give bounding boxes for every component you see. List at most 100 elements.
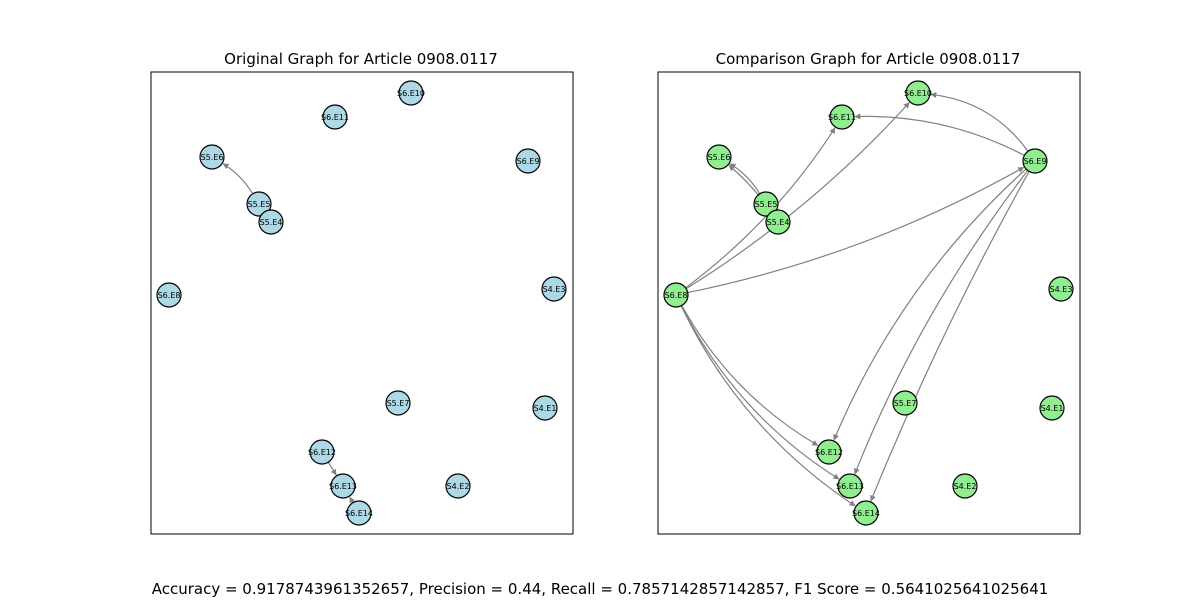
edge-s6-e8-to-s6-e9 bbox=[687, 166, 1025, 294]
node-s6-e10: S6.E10 bbox=[904, 80, 932, 106]
node-s6-e9: S6.E9 bbox=[1022, 148, 1048, 174]
node-circle bbox=[346, 500, 372, 526]
node-circle bbox=[829, 104, 855, 130]
node-label: S5.E4 bbox=[767, 218, 790, 227]
node-label: S6.E8 bbox=[665, 291, 688, 300]
node-s5-e6: S5.E6 bbox=[706, 144, 732, 170]
comparison-graph-panel: Comparison Graph for Article 0908.0117 S… bbox=[657, 50, 1081, 535]
node-label: S5.E6 bbox=[201, 153, 224, 162]
node-s4-e1: S4.E1 bbox=[1039, 395, 1065, 421]
node-s6-e13: S6.E13 bbox=[836, 473, 864, 499]
original-graph-panel: Original Graph for Article 0908.0117 S6.… bbox=[150, 50, 574, 535]
node-s5-e4: S5.E4 bbox=[258, 209, 284, 235]
node-s6-e10: S6.E10 bbox=[397, 80, 425, 106]
node-circle bbox=[445, 473, 471, 499]
node-circle bbox=[1048, 276, 1074, 302]
edge-s5-e5-to-s5-e6 bbox=[222, 163, 254, 195]
edge-s6-e9-to-s6-e14 bbox=[870, 171, 1030, 502]
node-circle bbox=[258, 209, 284, 235]
node-s4-e1: S4.E1 bbox=[532, 395, 558, 421]
node-s6-e11: S6.E11 bbox=[828, 104, 856, 130]
node-label: S4.E1 bbox=[534, 404, 557, 413]
node-label: S6.E11 bbox=[321, 113, 349, 122]
panel-title-comparison: Comparison Graph for Article 0908.0117 bbox=[716, 50, 1021, 68]
node-circle bbox=[1022, 148, 1048, 174]
node-label: S6.E14 bbox=[852, 509, 880, 518]
node-label: S6.E10 bbox=[904, 89, 932, 98]
node-circle bbox=[952, 473, 978, 499]
node-circle bbox=[322, 104, 348, 130]
node-s5-e5: S5.E5 bbox=[246, 191, 272, 217]
node-circle bbox=[156, 282, 182, 308]
node-s5-e7: S5.E7 bbox=[385, 390, 411, 416]
node-label: S4.E2 bbox=[447, 482, 470, 491]
node-label: S6.E11 bbox=[828, 113, 856, 122]
node-label: S6.E13 bbox=[836, 482, 864, 491]
node-label: S5.E4 bbox=[260, 218, 283, 227]
node-s6-e8: S6.E8 bbox=[663, 282, 689, 308]
edge-s6-e8-to-s6-e14 bbox=[680, 305, 856, 507]
edge-s6-e14-to-s6-e13 bbox=[349, 496, 355, 504]
edge-s6-e8-to-s6-e12 bbox=[681, 305, 819, 446]
node-layer-comparison: S6.E10 S6.E11 S5.E6 S6.E9 S5.E5 S5.E4 S6.E8 S4.… bbox=[663, 80, 1074, 526]
node-label: S6.E8 bbox=[158, 291, 181, 300]
node-circle bbox=[905, 80, 931, 106]
node-circle bbox=[398, 80, 424, 106]
node-s6-e13: S6.E13 bbox=[329, 473, 357, 499]
node-circle bbox=[853, 500, 879, 526]
node-s5-e7: S5.E7 bbox=[892, 390, 918, 416]
edge-s6-e9-to-s6-e10 bbox=[930, 92, 1029, 152]
node-label: S4.E1 bbox=[1041, 404, 1064, 413]
node-label: S6.E14 bbox=[345, 509, 373, 518]
node-circle bbox=[532, 395, 558, 421]
node-s5-e6: S5.E6 bbox=[199, 144, 225, 170]
node-circle bbox=[892, 390, 918, 416]
edge-s6-e12-to-s6-e13 bbox=[327, 461, 337, 476]
edge-s6-e8-to-s6-e10 bbox=[685, 102, 910, 290]
node-circle bbox=[541, 276, 567, 302]
node-circle bbox=[515, 148, 541, 174]
node-label: S4.E2 bbox=[954, 482, 977, 491]
node-circle bbox=[837, 473, 863, 499]
node-circle bbox=[816, 439, 842, 465]
node-label: S5.E7 bbox=[894, 399, 917, 408]
node-circle bbox=[706, 144, 732, 170]
edge-layer-original bbox=[222, 163, 355, 504]
node-label: S5.E6 bbox=[708, 153, 731, 162]
metrics-summary: Accuracy = 0.9178743961352657, Precision… bbox=[152, 580, 1049, 598]
node-s6-e14: S6.E14 bbox=[852, 500, 880, 526]
node-s5-e5: S5.E5 bbox=[753, 191, 779, 217]
node-label: S5.E7 bbox=[387, 399, 410, 408]
node-s4-e2: S4.E2 bbox=[952, 473, 978, 499]
node-s4-e3: S4.E3 bbox=[1048, 276, 1074, 302]
node-circle bbox=[385, 390, 411, 416]
edge-s6-e9-to-s6-e12 bbox=[833, 168, 1027, 441]
node-circle bbox=[330, 473, 356, 499]
node-s6-e12: S6.E12 bbox=[308, 439, 336, 465]
node-label: S5.E5 bbox=[248, 200, 271, 209]
node-label: S6.E13 bbox=[329, 482, 357, 491]
node-label: S4.E3 bbox=[1050, 285, 1073, 294]
plot-frame-comparison bbox=[657, 71, 1081, 535]
node-s4-e3: S4.E3 bbox=[541, 276, 567, 302]
node-circle bbox=[199, 144, 225, 170]
node-circle bbox=[309, 439, 335, 465]
node-label: S6.E9 bbox=[517, 157, 540, 166]
node-label: S5.E5 bbox=[755, 200, 778, 209]
node-s5-e4: S5.E4 bbox=[765, 209, 791, 235]
node-layer-original: S6.E10 S6.E11 S5.E6 S6.E9 S5.E5 S5.E4 S6.E8 S4.… bbox=[156, 80, 567, 526]
node-s6-e12: S6.E12 bbox=[815, 439, 843, 465]
edge-layer-comparison bbox=[680, 92, 1030, 507]
node-circle bbox=[246, 191, 272, 217]
node-s6-e9: S6.E9 bbox=[515, 148, 541, 174]
node-label: S6.E12 bbox=[815, 448, 843, 457]
node-circle bbox=[753, 191, 779, 217]
node-label: S6.E10 bbox=[397, 89, 425, 98]
edge-s6-e9-to-s6-e13 bbox=[854, 170, 1029, 475]
node-s6-e14: S6.E14 bbox=[345, 500, 373, 526]
node-label: S4.E3 bbox=[543, 285, 566, 294]
node-label: S6.E9 bbox=[1024, 157, 1047, 166]
node-circle bbox=[765, 209, 791, 235]
node-label: S6.E12 bbox=[308, 448, 336, 457]
